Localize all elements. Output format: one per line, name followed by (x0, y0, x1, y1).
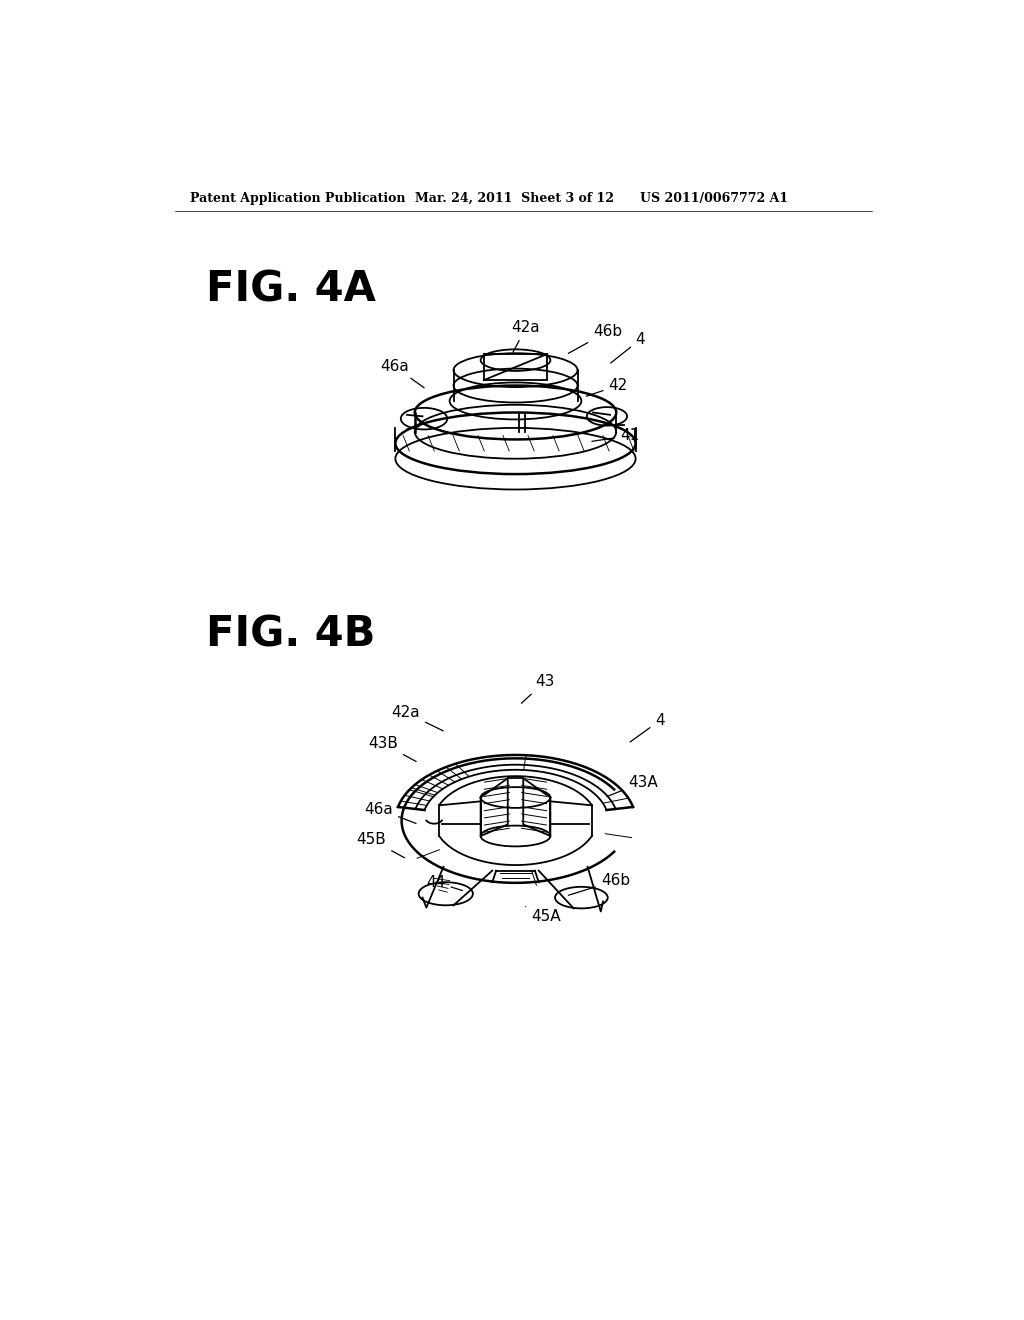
Text: 46a: 46a (380, 359, 424, 388)
Text: 46b: 46b (568, 873, 630, 895)
Text: 42a: 42a (512, 321, 541, 352)
Text: FIG. 4B: FIG. 4B (206, 614, 375, 655)
Text: 44: 44 (426, 875, 463, 891)
Text: Mar. 24, 2011  Sheet 3 of 12: Mar. 24, 2011 Sheet 3 of 12 (415, 191, 613, 205)
Text: 46b: 46b (568, 325, 623, 354)
Text: 4: 4 (630, 713, 665, 742)
Text: FIG. 4A: FIG. 4A (206, 268, 376, 310)
Text: 4: 4 (610, 331, 645, 363)
Text: 45A: 45A (525, 907, 560, 924)
Text: 43: 43 (521, 675, 554, 704)
Text: 43B: 43B (369, 737, 416, 762)
Text: 45B: 45B (356, 833, 404, 858)
Text: US 2011/0067772 A1: US 2011/0067772 A1 (640, 191, 787, 205)
Text: 42: 42 (587, 378, 628, 396)
Text: 42a: 42a (391, 705, 443, 731)
Text: 41: 41 (592, 428, 639, 444)
Text: Patent Application Publication: Patent Application Publication (190, 191, 406, 205)
Text: 46a: 46a (365, 801, 416, 824)
Text: 43A: 43A (607, 775, 657, 796)
